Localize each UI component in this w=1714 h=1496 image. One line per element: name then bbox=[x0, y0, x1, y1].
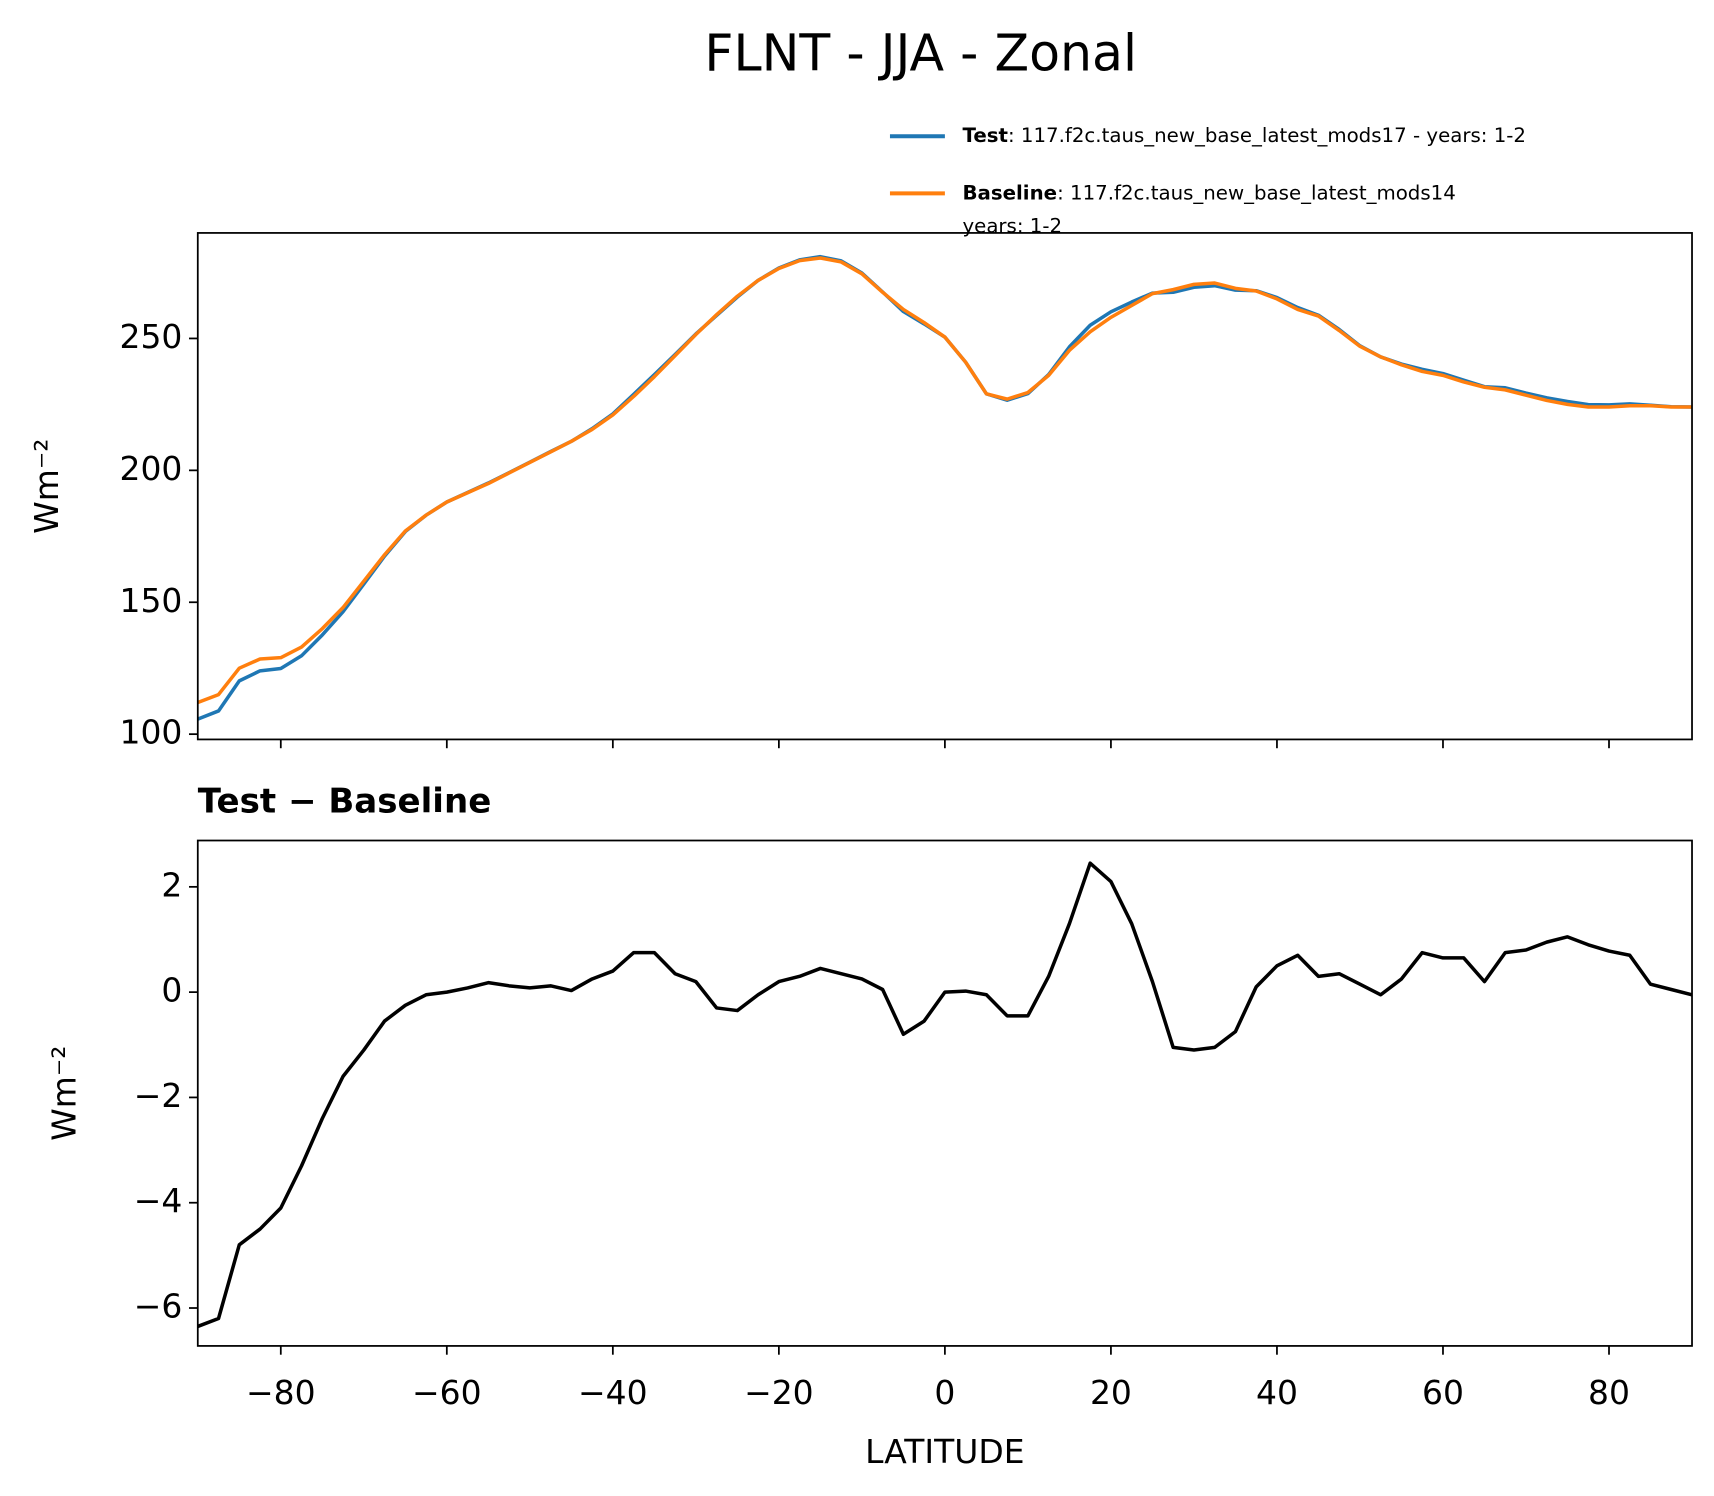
legend-description: : 117.f2c.taus_new_base_latest_mods17 - … bbox=[1008, 124, 1526, 147]
y-tick-label: −4 bbox=[134, 1181, 183, 1220]
data-line bbox=[197, 861, 1693, 1329]
legend-description: years: 1-2 bbox=[962, 214, 1062, 237]
x-tick-label: −60 bbox=[412, 1373, 482, 1412]
y-tick-label: 0 bbox=[161, 971, 182, 1010]
x-tick-label: 60 bbox=[1422, 1373, 1464, 1412]
y-tick-label: 150 bbox=[119, 581, 182, 620]
y-tick-label: −2 bbox=[134, 1076, 183, 1115]
legend-entry: Baseline: 117.f2c.taus_new_base_latest_m… bbox=[962, 181, 1455, 237]
x-tick-label: 80 bbox=[1588, 1373, 1630, 1412]
axes-frame bbox=[196, 232, 1693, 741]
x-tick-label: −40 bbox=[578, 1373, 648, 1412]
axes-frame bbox=[196, 839, 1693, 1347]
legend-name: Baseline bbox=[962, 181, 1057, 204]
legend-description: : 117.f2c.taus_new_base_latest_mods14 bbox=[1057, 181, 1456, 204]
y-tick-label: 250 bbox=[119, 317, 182, 356]
y-tick-label: 100 bbox=[119, 713, 182, 752]
axes-title: Test − Baseline bbox=[198, 782, 492, 822]
x-tick-label: −20 bbox=[744, 1373, 814, 1412]
x-axis-label: LATITUDE bbox=[865, 1432, 1024, 1471]
x-tick-label: 0 bbox=[934, 1373, 955, 1412]
y-tick-label: −6 bbox=[134, 1287, 183, 1326]
x-tick-label: 20 bbox=[1090, 1373, 1132, 1412]
y-tick-label: 2 bbox=[161, 865, 182, 904]
y-axis-label: Wm⁻² bbox=[27, 439, 66, 534]
y-tick-label: 200 bbox=[119, 449, 182, 488]
x-tick-label: 40 bbox=[1256, 1373, 1298, 1412]
data-line bbox=[197, 256, 1693, 705]
legend-entry: Test: 117.f2c.taus_new_base_latest_mods1… bbox=[962, 124, 1526, 147]
x-tick-label: −80 bbox=[246, 1373, 316, 1412]
legend-name: Test bbox=[962, 124, 1007, 147]
data-line bbox=[197, 254, 1693, 721]
y-axis-label: Wm⁻² bbox=[44, 1046, 83, 1141]
figure-title: FLNT - JJA - Zonal bbox=[704, 24, 1137, 83]
